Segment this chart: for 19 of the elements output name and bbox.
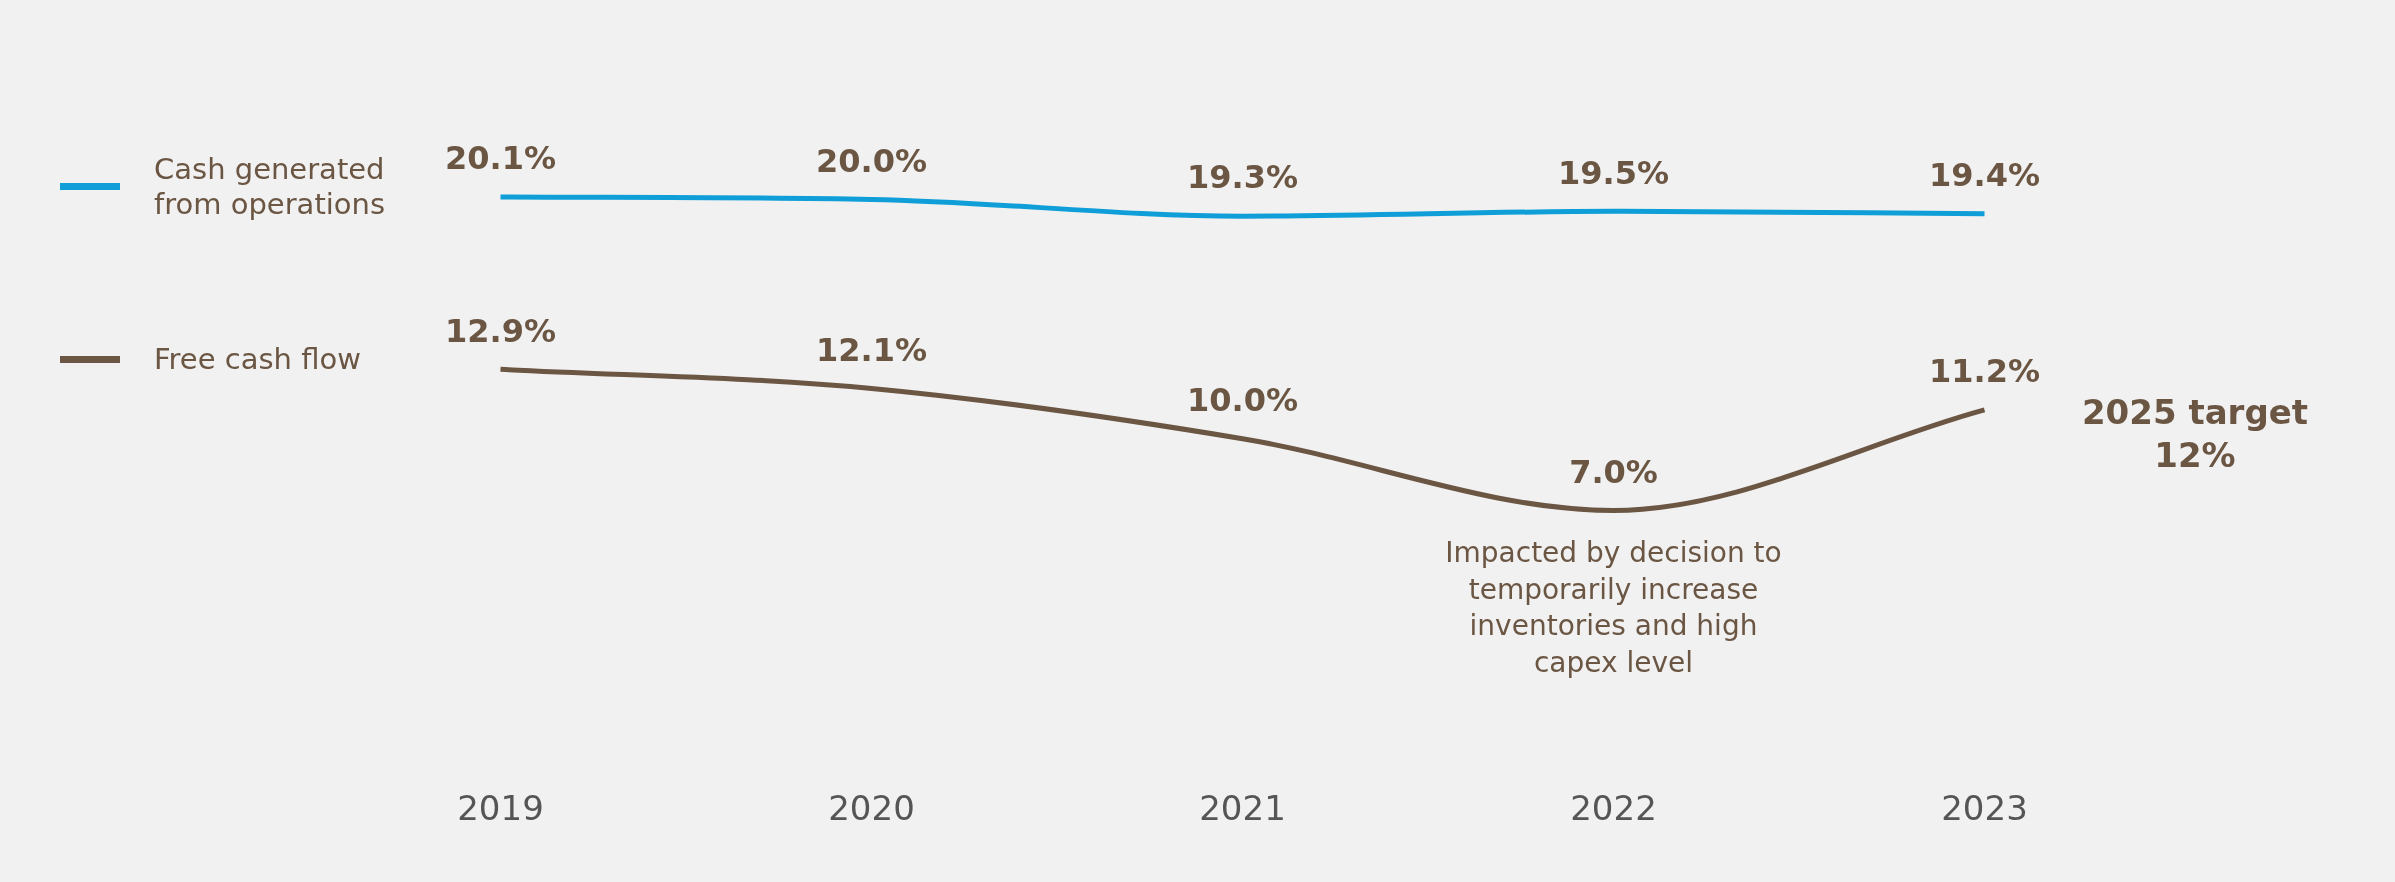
- annotation: Impacted by decision to temporarily increase inventories and high capex level: [1444, 535, 1783, 681]
- x-tick-label: 2021: [1199, 788, 1286, 829]
- data-label: 19.4%: [1928, 156, 2041, 195]
- data-label: 11.2%: [1928, 352, 2041, 391]
- data-label: 19.5%: [1557, 153, 1670, 192]
- x-tick-label: 2023: [1941, 788, 2028, 829]
- data-label: 7.0%: [1569, 452, 1658, 491]
- legend-label: Free cash flow: [154, 341, 361, 377]
- data-label: 10.0%: [1186, 380, 1299, 419]
- data-label: 20.0%: [815, 141, 928, 180]
- legend-label: Cash generated from operations: [154, 152, 387, 222]
- data-label: 12.9%: [444, 311, 557, 350]
- x-tick-label: 2022: [1570, 788, 1657, 829]
- data-label: 19.3%: [1186, 158, 1299, 197]
- annotation: 2025 target 12%: [2080, 391, 2310, 477]
- x-tick-label: 2020: [828, 788, 915, 829]
- x-tick-label: 2019: [457, 788, 544, 829]
- data-label: 20.1%: [444, 139, 557, 178]
- data-label: 12.1%: [815, 330, 928, 369]
